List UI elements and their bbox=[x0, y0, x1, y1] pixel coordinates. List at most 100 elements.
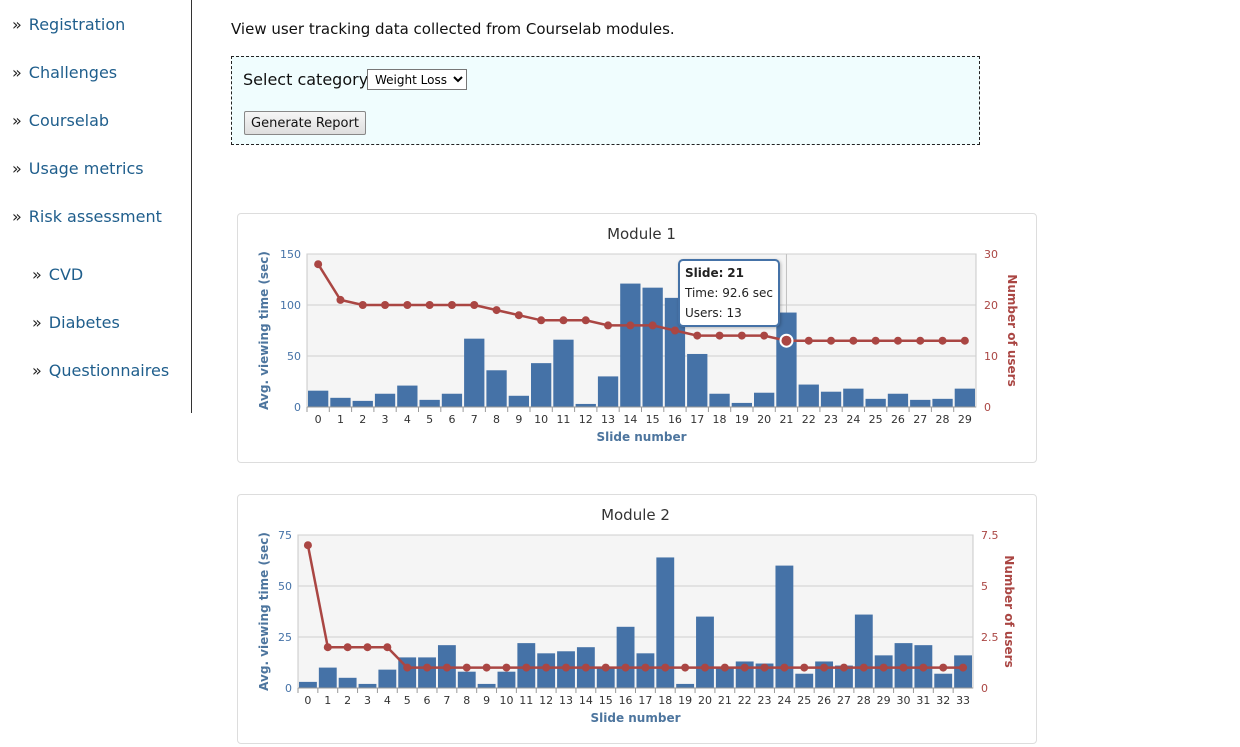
users-point bbox=[827, 336, 836, 345]
bar bbox=[397, 385, 418, 407]
users-point bbox=[780, 663, 789, 672]
plot-area bbox=[306, 253, 977, 408]
x-tick-label: 15 bbox=[646, 413, 660, 426]
nav-usage-metrics[interactable]: » Usage metrics bbox=[12, 159, 144, 178]
y2-tick-label: 30 bbox=[984, 248, 998, 261]
bar bbox=[820, 391, 842, 407]
chart-tooltip: Slide: 21 Time: 92.6 sec Users: 13 bbox=[678, 259, 781, 327]
x-tick-label: 21 bbox=[718, 694, 732, 707]
x-tick-label: 10 bbox=[499, 694, 513, 707]
users-point bbox=[423, 663, 432, 672]
users-point bbox=[492, 306, 501, 315]
bullet-icon: » bbox=[12, 159, 22, 178]
users-point bbox=[849, 336, 858, 345]
tooltip-slide-label: Slide: bbox=[685, 266, 724, 280]
x-tick-label: 2 bbox=[344, 694, 351, 707]
users-point bbox=[740, 663, 749, 672]
x-tick-label: 31 bbox=[916, 694, 930, 707]
x-tick-label: 21 bbox=[779, 413, 793, 426]
x-tick-label: 29 bbox=[958, 413, 972, 426]
users-point bbox=[514, 311, 523, 320]
nav-label: CVD bbox=[48, 265, 84, 284]
tooltip-slide-value: 21 bbox=[727, 266, 744, 280]
nav-risk-assessment[interactable]: » Risk assessment bbox=[12, 207, 162, 226]
x-tick-label: 0 bbox=[304, 694, 311, 707]
bar bbox=[620, 283, 641, 407]
x-tick-label: 1 bbox=[324, 694, 331, 707]
nav-challenges[interactable]: » Challenges bbox=[12, 63, 117, 82]
y2-tick-label: 5 bbox=[981, 580, 988, 593]
bar bbox=[330, 397, 351, 407]
nav-courselab[interactable]: » Courselab bbox=[12, 111, 109, 130]
users-point bbox=[871, 336, 880, 345]
x-tick-label: 13 bbox=[601, 413, 615, 426]
bar bbox=[575, 403, 596, 407]
nav-cvd[interactable]: » CVD bbox=[32, 265, 83, 284]
x-tick-label: 22 bbox=[802, 413, 816, 426]
bar bbox=[795, 673, 814, 688]
y-tick-label: 50 bbox=[287, 350, 301, 363]
users-point bbox=[403, 663, 412, 672]
nav-label: Usage metrics bbox=[28, 159, 144, 178]
x-tick-label: 11 bbox=[519, 694, 533, 707]
nav-questionnaires[interactable]: » Questionnaires bbox=[32, 361, 169, 380]
x-tick-label: 28 bbox=[936, 413, 950, 426]
x-tick-label: 2 bbox=[359, 413, 366, 426]
x-tick-label: 26 bbox=[817, 694, 831, 707]
y2-tick-label: 20 bbox=[984, 299, 998, 312]
x-tick-label: 15 bbox=[599, 694, 613, 707]
x-tick-label: 16 bbox=[619, 694, 633, 707]
bar bbox=[398, 657, 417, 688]
nav-label: Risk assessment bbox=[28, 207, 162, 226]
x-tick-label: 10 bbox=[534, 413, 548, 426]
generate-report-button[interactable]: Generate Report bbox=[244, 111, 366, 135]
users-point bbox=[601, 663, 610, 672]
y-tick-label: 75 bbox=[278, 529, 292, 542]
x-tick-label: 33 bbox=[956, 694, 970, 707]
x-tick-label: 9 bbox=[515, 413, 522, 426]
users-point bbox=[336, 295, 345, 304]
x-tick-label: 14 bbox=[579, 694, 593, 707]
bar bbox=[419, 399, 440, 407]
x-tick-label: 28 bbox=[857, 694, 871, 707]
users-point bbox=[919, 663, 928, 672]
nav-registration[interactable]: » Registration bbox=[12, 15, 125, 34]
users-point bbox=[621, 663, 630, 672]
y2-tick-label: 2.5 bbox=[981, 631, 999, 644]
bar bbox=[531, 363, 552, 407]
bar bbox=[358, 683, 377, 688]
x-tick-label: 6 bbox=[424, 694, 431, 707]
intro-text: View user tracking data collected from C… bbox=[231, 20, 675, 38]
bullet-icon: » bbox=[32, 265, 42, 284]
x-tick-label: 6 bbox=[448, 413, 455, 426]
users-point bbox=[670, 326, 679, 335]
y-tick-label: 0 bbox=[294, 401, 301, 414]
filter-panel: Select category : Weight Loss Generate R… bbox=[231, 56, 980, 145]
users-point bbox=[715, 331, 724, 340]
chart-title: Module 1 bbox=[607, 225, 676, 243]
bar bbox=[696, 616, 714, 688]
bullet-icon: » bbox=[12, 15, 22, 34]
users-point bbox=[879, 663, 888, 672]
nav-diabetes[interactable]: » Diabetes bbox=[32, 313, 120, 332]
x-tick-label: 19 bbox=[678, 694, 692, 707]
chart-panel-module-2: Module 2 0 25 50 75 0 2.5 5 7.5 0 1 2 3 4 5 6 7 8 9 10 11 12 1… bbox=[237, 494, 1037, 744]
x-tick-label: 3 bbox=[382, 413, 389, 426]
x-tick-label: 11 bbox=[556, 413, 570, 426]
users-point bbox=[700, 663, 709, 672]
users-point bbox=[720, 663, 729, 672]
category-select[interactable]: Weight Loss bbox=[367, 69, 467, 90]
users-point bbox=[693, 331, 702, 340]
bar bbox=[553, 339, 574, 407]
bar bbox=[486, 370, 507, 407]
x-tick-label: 5 bbox=[426, 413, 433, 426]
x-tick-label: 9 bbox=[483, 694, 490, 707]
users-point bbox=[542, 663, 551, 672]
bar bbox=[775, 565, 794, 688]
tooltip-time-label: Time: bbox=[685, 286, 719, 300]
bar bbox=[597, 376, 619, 407]
bar bbox=[299, 681, 317, 688]
bar bbox=[457, 671, 476, 688]
x-tick-label: 17 bbox=[690, 413, 704, 426]
users-point bbox=[502, 663, 511, 672]
